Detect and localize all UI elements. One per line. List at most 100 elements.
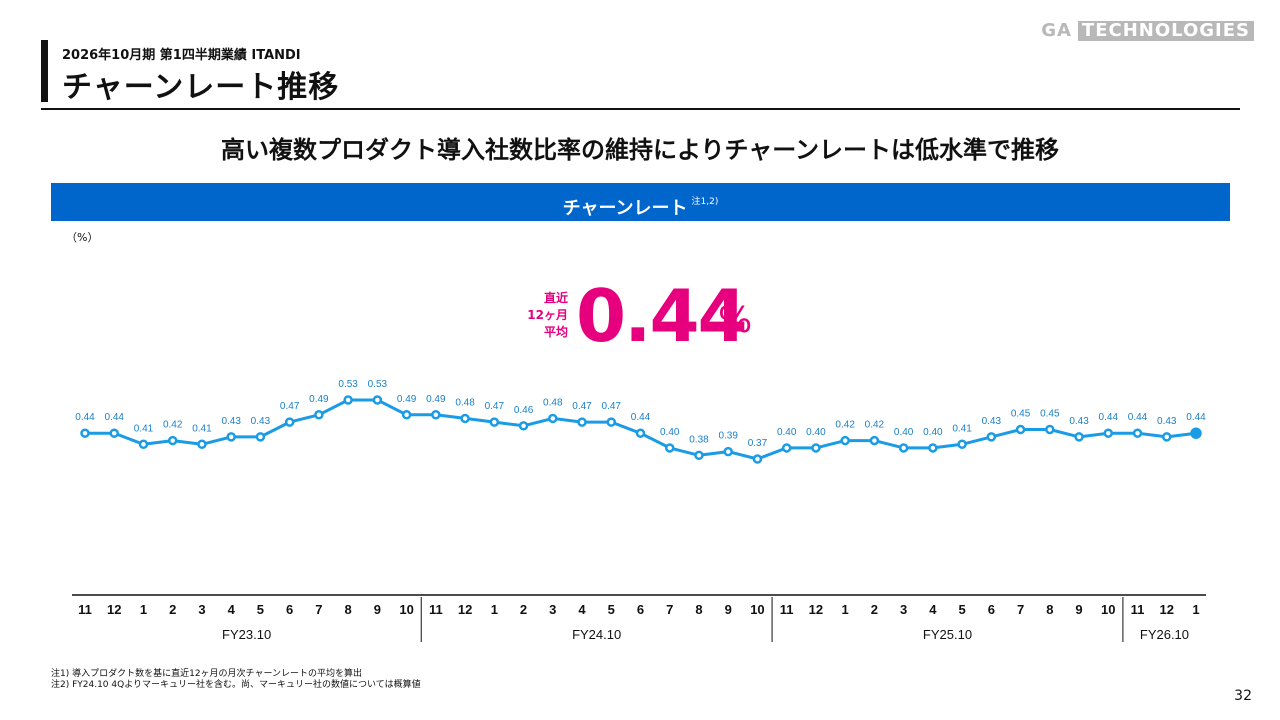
data-point [664,443,675,453]
logo-technologies: TECHNOLOGIES [1077,21,1254,41]
data-point [372,395,383,405]
category-label: 4 [578,602,586,617]
logo-ga: GA [1041,20,1072,41]
data-point [898,443,909,453]
value-label: 0.47 [572,401,592,412]
category-label: 1 [140,602,147,617]
data-point [167,435,178,446]
value-label: 0.44 [631,412,651,423]
data-point [1132,428,1143,438]
data-point [343,395,353,405]
category-label: 3 [549,602,556,617]
data-point [401,410,412,420]
average-label-line: 直近 [543,291,568,305]
data-point [460,413,470,424]
value-label: 0.44 [75,412,95,423]
data-point [986,432,997,442]
value-label: 0.47 [280,401,300,412]
data-point [752,454,763,464]
page-subtitle: 2026年10月期 第1四半期業績 ITANDI [62,48,301,63]
data-point [577,417,587,427]
category-label: 10 [1101,602,1115,617]
value-label: 0.40 [660,427,680,438]
category-label: 10 [750,602,764,617]
group-dividers [420,597,1124,642]
data-point [314,410,324,420]
company-logo: GA TECHNOLOGIES [1041,20,1254,41]
category-label: 2 [520,602,527,617]
group-label: FY25.10 [923,627,972,642]
category-label: 9 [725,602,732,617]
data-point [431,410,441,420]
data-point [1015,424,1026,435]
category-label: 1 [491,602,498,617]
data-point [811,443,821,453]
footnotes: 注1) 導入プロダクト数を基に直近12ヶ月の月次チャーンレートの平均を算出 注2… [51,669,421,691]
category-label: 9 [1075,602,1082,617]
category-label: 5 [257,602,264,617]
page-title: チャーンレート推移 [62,70,340,105]
value-label: 0.46 [514,405,534,416]
category-label: 1 [842,602,849,617]
category-label: 2 [871,602,878,617]
data-point [197,439,207,449]
value-label: 0.43 [221,416,241,427]
category-label: 3 [900,602,907,617]
value-label: 0.38 [689,434,709,445]
category-label: 12 [107,602,121,617]
value-label: 0.40 [777,427,797,438]
category-label: 7 [666,602,673,617]
data-point [840,435,850,446]
value-label: 0.40 [894,427,914,438]
category-label: 12 [1160,602,1174,617]
category-label: 8 [695,602,702,617]
average-label-line: 平均 [543,325,568,339]
group-label: FY23.10 [222,627,271,642]
category-label: 7 [1017,602,1024,617]
data-point [226,432,236,442]
value-label: 0.41 [952,423,972,434]
data-point [80,428,90,438]
category-label: 11 [429,602,443,617]
category-label: 3 [198,602,205,617]
data-point [255,432,266,442]
average-label: 直近 12ヶ月 平均 [518,290,568,341]
value-label: 0.53 [368,379,388,390]
category-label: 6 [286,602,293,617]
average-value: 0.44 [576,274,748,358]
data-point [1045,424,1055,435]
category-label: 2 [169,602,176,617]
value-label: 0.49 [309,394,329,405]
data-point [1074,432,1084,442]
value-label: 0.47 [602,401,622,412]
title-accent-bar [41,40,48,102]
data-point [489,417,500,427]
value-label: 0.49 [397,394,417,405]
data-point [694,450,704,461]
value-label: 0.42 [835,420,855,431]
category-label: 5 [958,602,965,617]
value-label: 0.44 [1186,412,1206,423]
data-point [518,421,529,431]
unit-label: （%） [66,231,99,244]
category-label: 5 [608,602,615,617]
value-label: 0.37 [748,438,768,449]
group-label: FY24.10 [572,627,621,642]
category-label: 9 [374,602,381,617]
title-divider [41,108,1240,110]
value-label: 0.44 [1128,412,1148,423]
category-label: 12 [458,602,472,617]
headline: 高い複数プロダクト導入社数比率の維持によりチャーンレートは低水準で推移 [220,136,1060,164]
value-label: 0.43 [982,416,1002,427]
value-label: 0.53 [338,379,358,390]
data-point [723,446,733,457]
value-label: 0.44 [1099,412,1119,423]
page-number: 32 [1234,688,1252,704]
value-label: 0.41 [192,423,212,434]
average-label-line: 12ヶ月 [527,308,568,322]
data-point [548,413,558,424]
value-label: 0.48 [455,397,475,408]
footnote-2: 注2) FY24.10 4Qよりマーキュリー社を含む。尚、マーキュリー社の数値に… [51,680,421,690]
value-label: 0.41 [134,423,154,434]
value-label: 0.45 [1011,409,1031,420]
